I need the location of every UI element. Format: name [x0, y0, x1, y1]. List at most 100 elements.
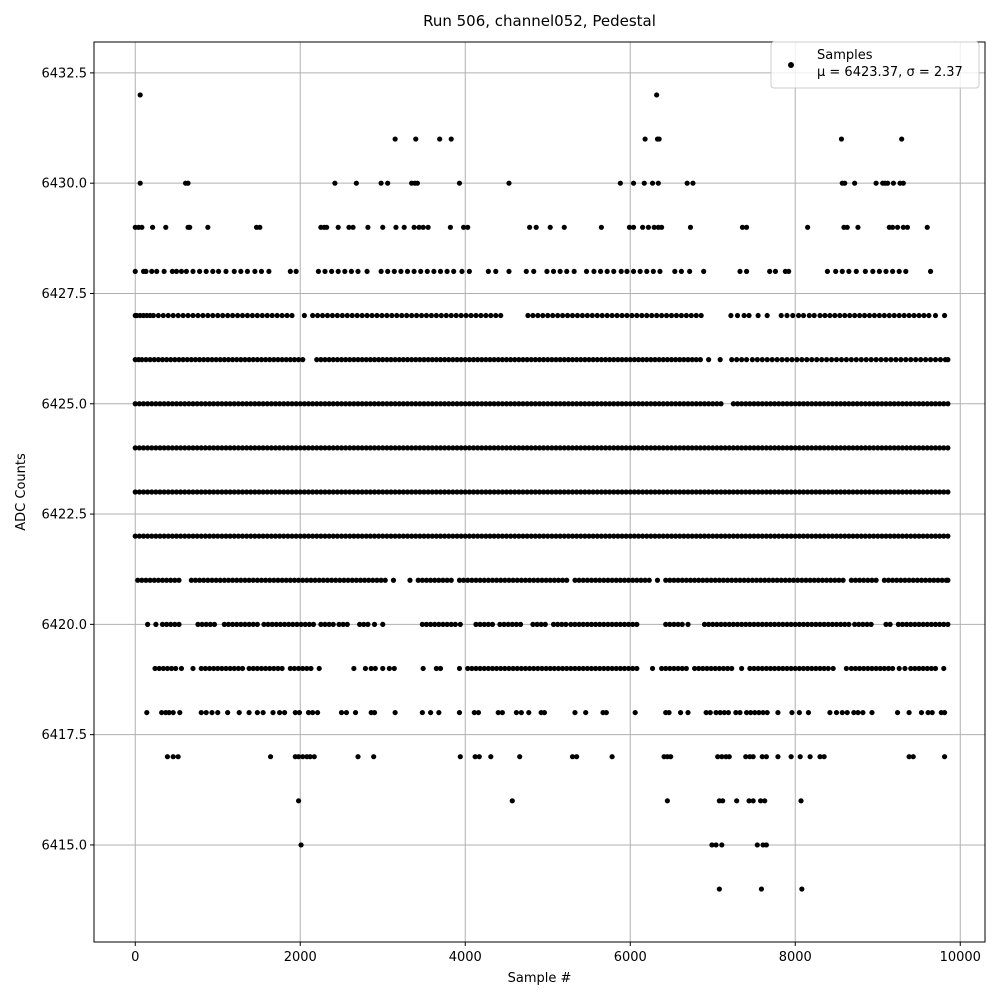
data-point	[899, 445, 906, 451]
data-point	[205, 357, 211, 363]
data-point	[675, 577, 681, 583]
data-point	[301, 312, 307, 319]
data-point	[508, 533, 514, 539]
data-point	[316, 665, 322, 672]
data-point	[281, 709, 288, 716]
data-point	[310, 709, 316, 716]
data-point	[225, 312, 231, 319]
data-point	[716, 577, 722, 583]
data-point	[881, 577, 887, 583]
data-point	[569, 754, 576, 760]
data-point	[678, 312, 685, 319]
data-point	[861, 665, 867, 672]
data-point	[329, 312, 336, 319]
data-point	[459, 268, 465, 275]
data-point	[437, 489, 444, 495]
data-point	[136, 489, 142, 495]
data-point	[885, 665, 892, 672]
data-point	[602, 401, 609, 407]
data-point	[242, 577, 248, 583]
data-point	[310, 401, 316, 407]
data-point	[235, 445, 241, 451]
data-point	[338, 401, 345, 407]
data-point	[380, 489, 386, 495]
data-point	[888, 357, 894, 363]
data-point	[739, 357, 745, 363]
data-point	[721, 709, 727, 716]
data-point	[206, 665, 213, 672]
data-point	[433, 533, 439, 539]
data-point	[729, 665, 735, 672]
data-point	[166, 709, 172, 716]
data-point	[615, 489, 621, 495]
data-point	[198, 401, 204, 407]
data-point	[215, 533, 221, 539]
data-point	[603, 709, 609, 716]
data-point	[448, 621, 454, 627]
data-point	[811, 577, 817, 583]
data-point	[780, 401, 786, 407]
data-point	[376, 445, 382, 451]
data-point	[268, 401, 274, 407]
data-point	[246, 621, 252, 627]
data-point	[912, 445, 918, 451]
data-point	[388, 533, 394, 539]
data-point	[660, 533, 666, 539]
data-point	[743, 621, 749, 627]
data-point	[751, 401, 757, 407]
data-point	[551, 577, 557, 583]
data-point	[413, 533, 419, 539]
data-point	[640, 224, 646, 230]
data-point	[923, 577, 929, 583]
data-point	[432, 577, 438, 583]
data-point	[697, 489, 703, 495]
data-point	[927, 268, 934, 275]
data-point	[545, 401, 551, 407]
y-tick-label: 6420.0	[42, 618, 88, 633]
data-point	[516, 357, 522, 363]
data-point	[591, 268, 597, 275]
data-point	[469, 665, 475, 672]
data-point	[198, 489, 204, 495]
data-point	[696, 665, 702, 672]
data-point	[359, 445, 365, 451]
data-point	[677, 709, 684, 716]
data-point	[729, 577, 735, 583]
data-point	[714, 621, 720, 627]
data-point	[491, 357, 497, 363]
data-point	[578, 533, 584, 539]
data-point	[182, 489, 188, 495]
data-point	[671, 621, 677, 627]
data-point	[542, 621, 548, 627]
data-point	[479, 357, 485, 363]
data-point	[147, 577, 153, 583]
data-point	[428, 709, 434, 716]
data-point	[429, 445, 435, 451]
data-point	[250, 357, 256, 363]
data-point	[376, 401, 382, 407]
data-point	[448, 577, 454, 583]
data-point	[338, 533, 345, 539]
data-point	[615, 357, 621, 363]
data-point	[442, 489, 448, 495]
data-point	[815, 577, 821, 583]
data-point	[580, 665, 586, 672]
data-point	[270, 709, 276, 716]
data-point	[714, 401, 720, 407]
data-point	[279, 312, 285, 319]
data-point	[446, 401, 452, 407]
data-point	[330, 357, 336, 363]
data-point	[261, 621, 267, 627]
data-point	[399, 312, 405, 319]
data-point	[799, 886, 805, 892]
data-point	[456, 577, 463, 583]
data-point	[737, 268, 743, 275]
data-point	[648, 489, 654, 495]
data-point	[517, 754, 523, 760]
data-point	[512, 445, 518, 451]
data-point	[296, 754, 302, 760]
data-point	[260, 533, 266, 539]
data-point	[611, 357, 617, 363]
data-point	[514, 577, 520, 583]
data-point	[667, 665, 673, 672]
